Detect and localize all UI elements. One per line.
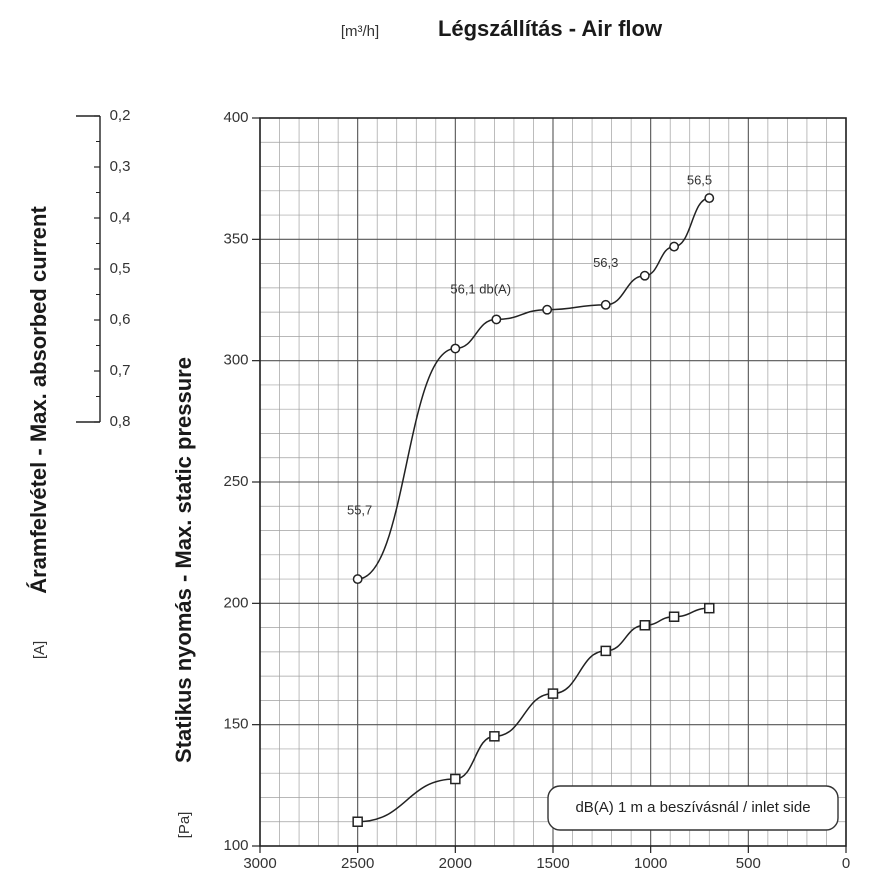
noise-level-label: 55,7 <box>347 503 372 518</box>
legend-box <box>547 785 839 831</box>
current-point <box>450 773 461 785</box>
legend-text: dB(A) 1 m a beszívásnál / inlet side <box>575 799 810 816</box>
current-point <box>639 620 651 631</box>
y-tick-label: 200 <box>223 594 248 611</box>
noise-level-label: 56,3 <box>593 255 618 270</box>
current-axis-unit: [A] <box>31 641 48 659</box>
x-tick-label: 2000 <box>439 855 472 872</box>
pressure-point <box>600 299 611 310</box>
y-tick-label: 250 <box>223 473 248 490</box>
current-tick-label: 0,4 <box>110 209 131 226</box>
current-axis-title: Áramfelvétel - Max. absorbed current <box>26 206 51 594</box>
x-tick-label: 3000 <box>243 855 276 872</box>
current-point <box>547 688 559 699</box>
y-tick-label: 100 <box>223 837 248 854</box>
current-point <box>489 731 500 742</box>
current-tick-label: 0,3 <box>110 158 131 175</box>
current-point <box>704 602 715 614</box>
noise-level-label: 56,5 <box>687 173 712 188</box>
current-point <box>600 645 611 657</box>
x-tick-label: 2500 <box>341 855 374 872</box>
current-tick-label: 0,5 <box>110 260 131 277</box>
current-axis: 0,2 0,3 0,4 0,5 0,6 0,7 0,8 <box>76 107 130 430</box>
y-axis-unit: [Pa] <box>176 812 193 839</box>
annotations: 55,7 56,1 db(A) 56,3 56,5 <box>347 173 712 518</box>
x-tick-label: 0 <box>842 855 850 872</box>
current-point <box>352 816 363 827</box>
series-layer <box>352 193 715 827</box>
x-tick-label: 500 <box>736 855 761 872</box>
x-tick-label: 1000 <box>634 855 667 872</box>
y-tick-label: 300 <box>223 352 248 369</box>
major-grid <box>259 117 847 847</box>
pressure-point <box>639 270 650 281</box>
y-axis-ticks: 100 150 200 250 300 350 400 <box>223 109 260 854</box>
current-tick-label: 0,2 <box>110 107 131 124</box>
current-tick-label: 0,6 <box>110 311 131 328</box>
current-tick-label: 0,8 <box>110 413 131 430</box>
pressure-point <box>669 241 680 252</box>
current-point <box>668 611 680 622</box>
pressure-point <box>704 193 715 204</box>
x-axis-ticks: 0 500 1000 1500 2000 2500 3000 <box>243 846 850 872</box>
pressure-point <box>450 343 461 354</box>
pressure-point <box>542 304 553 315</box>
y-axis-title: Statikus nyomás - Max. static pressure <box>171 357 196 763</box>
x-tick-label: 1500 <box>536 855 569 872</box>
x-axis-title: Légszállítás - Air flow <box>438 16 663 41</box>
current-tick-label: 0,7 <box>110 362 131 379</box>
legend: dB(A) 1 m a beszívásnál / inlet side <box>547 785 839 831</box>
pressure-point <box>491 314 502 325</box>
y-tick-label: 150 <box>223 716 248 733</box>
pressure-point <box>352 574 363 585</box>
noise-level-label: 56,1 db(A) <box>450 282 511 297</box>
y-tick-label: 350 <box>223 230 248 247</box>
x-axis-unit: [m³/h] <box>341 23 379 40</box>
y-tick-label: 400 <box>223 109 248 126</box>
